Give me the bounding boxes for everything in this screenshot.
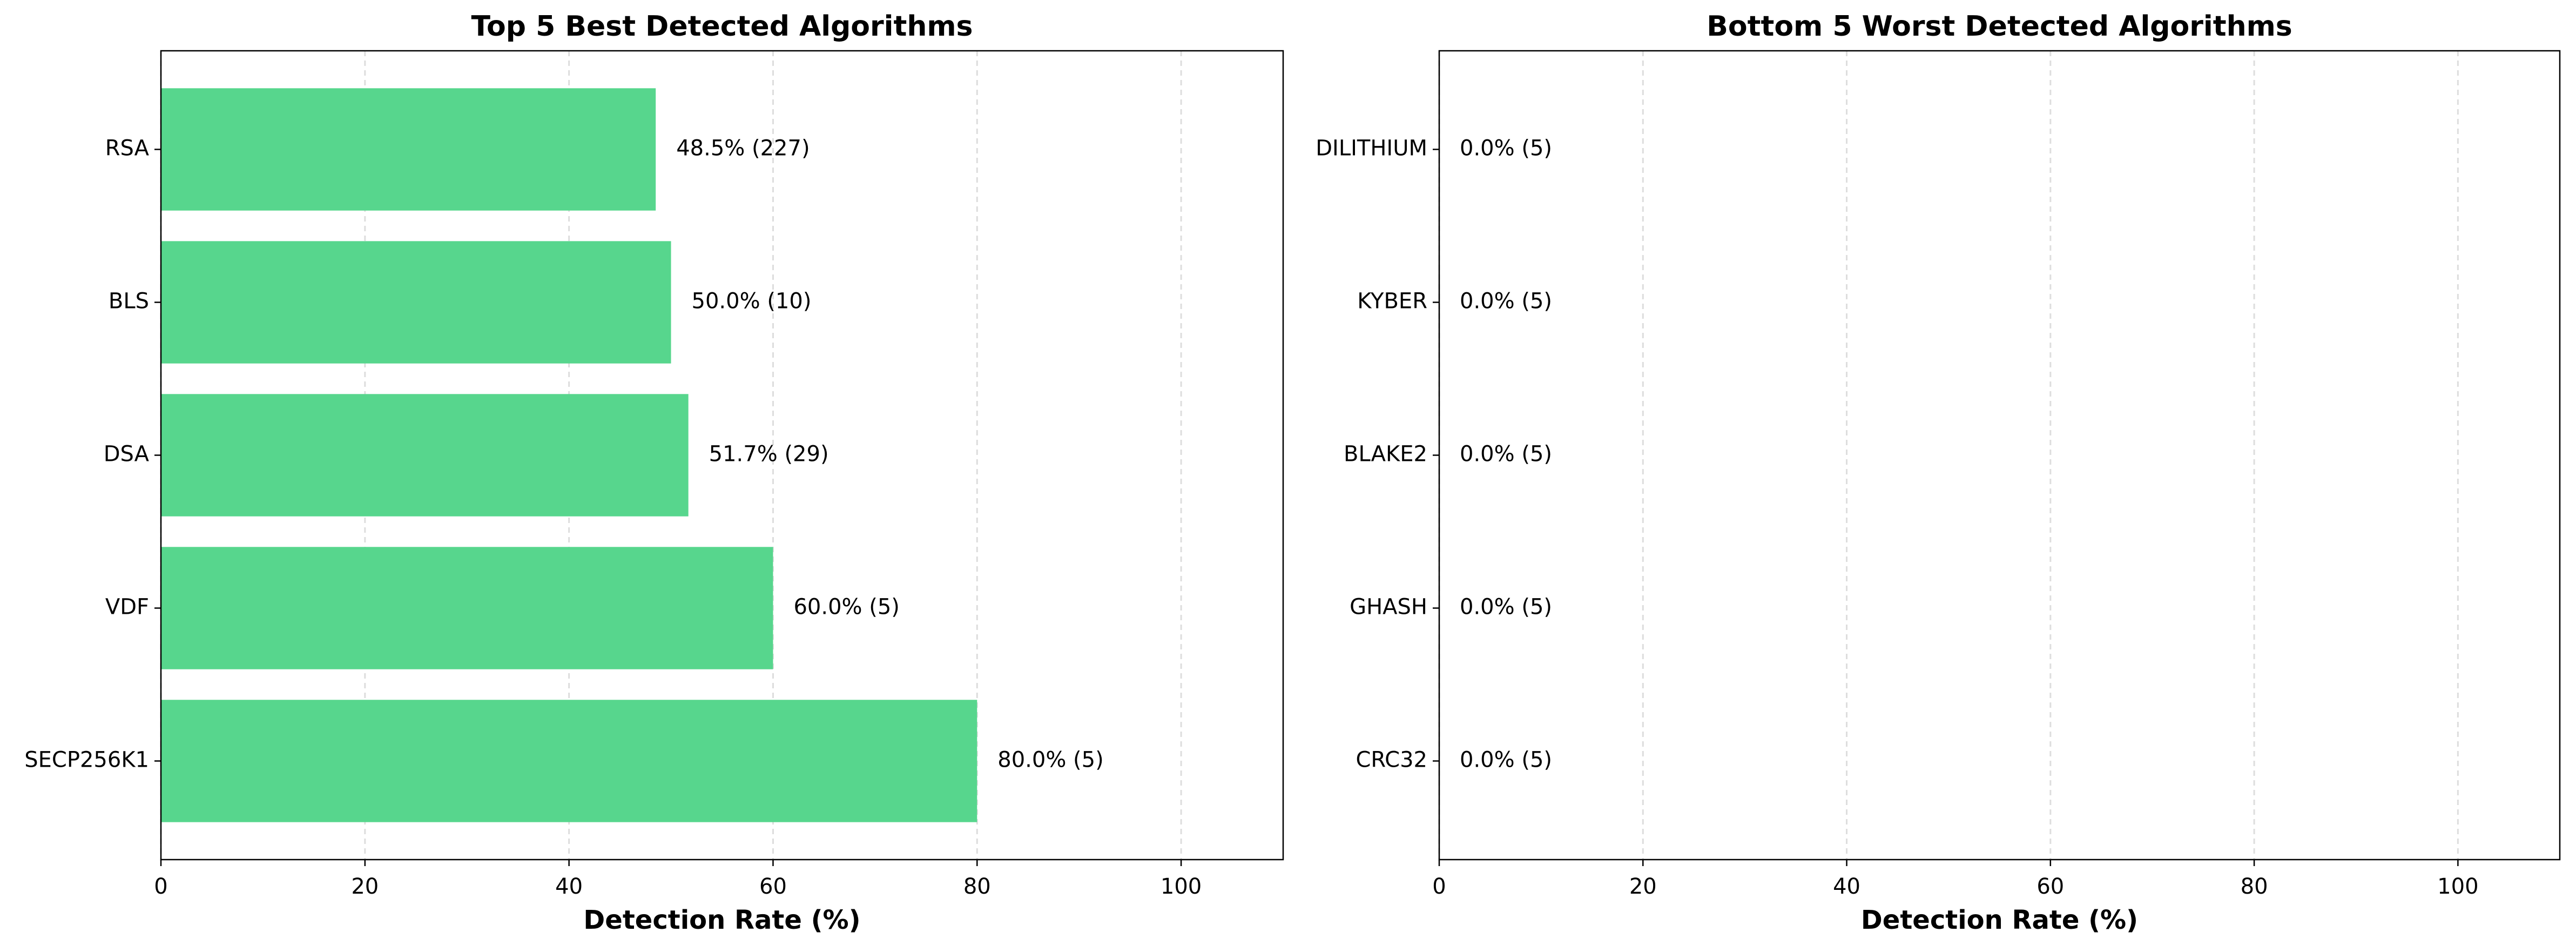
chart-title: Top 5 Best Detected Algorithms: [471, 10, 973, 43]
value-label: 48.5% (227): [676, 136, 810, 161]
value-label: 0.0% (5): [1460, 136, 1552, 161]
value-label: 60.0% (5): [793, 594, 899, 619]
chart-title: Bottom 5 Worst Detected Algorithms: [1707, 10, 2292, 43]
y-tick-label: KYBER: [1357, 289, 1427, 314]
x-tick-label: 20: [1629, 874, 1657, 899]
axes-frame: [160, 50, 1284, 861]
value-label: 0.0% (5): [1460, 594, 1552, 619]
x-tick-label: 100: [1161, 874, 1202, 899]
value-label: 0.0% (5): [1460, 747, 1552, 772]
axes-frame: [1438, 50, 2561, 861]
y-tick-label: VDF: [105, 594, 149, 619]
x-axis-label: Detection Rate (%): [583, 905, 860, 935]
x-tick-label: 80: [963, 874, 991, 899]
x-axis-label: Detection Rate (%): [1861, 905, 2138, 935]
y-tick-label: BLAKE2: [1344, 442, 1427, 467]
value-label: 80.0% (5): [997, 747, 1103, 772]
x-tick-label: 60: [2036, 874, 2064, 899]
x-tick-label: 0: [154, 874, 167, 899]
x-tick-label: 0: [1432, 874, 1446, 899]
bar: [161, 88, 656, 211]
x-tick-label: 80: [2241, 874, 2268, 899]
value-label: 51.7% (29): [709, 442, 829, 467]
y-tick-label: CRC32: [1356, 747, 1427, 772]
x-tick-label: 40: [555, 874, 583, 899]
y-tick-label: SECP256K1: [24, 747, 149, 772]
x-tick-label: 20: [351, 874, 379, 899]
bar: [161, 547, 773, 669]
value-label: 0.0% (5): [1460, 442, 1552, 467]
y-tick-label: DILITHIUM: [1316, 136, 1427, 161]
x-tick-label: 60: [759, 874, 787, 899]
y-tick-label: DSA: [104, 442, 150, 467]
y-tick-label: BLS: [109, 289, 149, 314]
y-tick-label: GHASH: [1350, 594, 1427, 619]
x-tick-label: 100: [2437, 874, 2478, 899]
bar: [161, 241, 671, 364]
bar: [161, 700, 977, 822]
y-tick-label: RSA: [105, 136, 150, 161]
value-label: 0.0% (5): [1460, 289, 1552, 314]
x-tick-label: 40: [1833, 874, 1860, 899]
bar: [161, 394, 689, 517]
value-label: 50.0% (10): [692, 289, 812, 314]
